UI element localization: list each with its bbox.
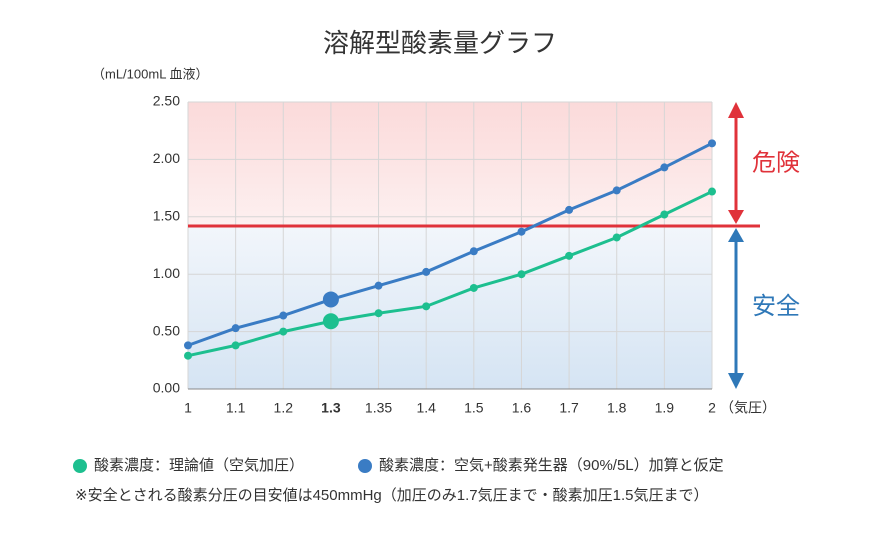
data-point: [322, 291, 339, 308]
x-tick-label: 1.5: [464, 400, 484, 416]
x-tick-label: 1.7: [559, 400, 579, 416]
legend-marker: [358, 459, 372, 473]
danger-arrowhead: [728, 102, 744, 118]
safe-arrowhead: [728, 373, 744, 389]
data-point: [422, 302, 431, 311]
data-point: [517, 227, 526, 236]
danger-arrowhead: [728, 209, 744, 224]
safe-label: 安全: [752, 293, 800, 320]
data-point: [279, 327, 288, 336]
x-tick-label: 1.8: [607, 400, 627, 416]
x-tick-label: 1.9: [655, 400, 675, 416]
data-point: [422, 267, 431, 276]
x-tick-label: 1.3: [321, 400, 341, 416]
data-point: [374, 281, 383, 290]
data-point: [660, 163, 669, 172]
data-point: [184, 341, 192, 350]
data-point: [322, 313, 339, 330]
data-point: [469, 247, 478, 256]
data-point: [374, 309, 383, 318]
x-tick-label: 1.6: [512, 400, 532, 416]
danger-label: 危険: [752, 149, 800, 176]
x-tick-label: 1.2: [274, 400, 294, 416]
y-tick-label: 1.50: [153, 208, 180, 224]
data-point: [708, 139, 716, 148]
x-tick-label: 1.1: [226, 400, 246, 416]
safe-arrowhead: [728, 227, 744, 242]
safe-zone: [188, 225, 712, 389]
data-point: [231, 341, 240, 350]
data-point: [517, 270, 526, 279]
y-tick-label: 1.00: [153, 265, 180, 281]
data-point: [708, 187, 716, 196]
series-line: [187, 141, 713, 347]
legend-label: 酸素濃度：空気+酸素発生器（90%/5L）加算と仮定: [379, 456, 724, 474]
data-point: [565, 205, 574, 214]
y-tick-label: 2.00: [153, 150, 180, 166]
data-point: [612, 233, 621, 242]
data-point: [660, 210, 669, 219]
data-point: [612, 186, 621, 195]
data-point: [565, 251, 574, 260]
legend-label: 酸素濃度：理論値（空気加圧）: [94, 457, 304, 474]
x-axis-label: （気圧）: [720, 400, 776, 416]
y-tick-label: 0.50: [153, 322, 180, 338]
y-tick-label: 0.00: [153, 380, 180, 396]
legend-marker: [73, 459, 87, 473]
data-point: [184, 351, 192, 360]
note: ※安全とされる酸素分圧の目安値は450mmHg（加圧のみ1.7気圧まで・酸素加圧…: [75, 486, 708, 504]
data-point: [469, 283, 478, 292]
data-point: [231, 324, 240, 333]
series-line: [187, 190, 713, 358]
x-tick-label: 1.35: [365, 400, 392, 416]
danger-zone: [188, 102, 712, 226]
y-axis-label: （mL/100mL 血液）: [92, 66, 209, 81]
x-tick-label: 1.4: [416, 400, 436, 416]
x-tick-label: 1: [184, 400, 192, 416]
y-tick-label: 2.50: [153, 93, 180, 109]
data-point: [279, 311, 288, 320]
chart-title: 溶解型酸素量グラフ: [323, 28, 557, 58]
x-tick-label: 2: [708, 400, 716, 416]
